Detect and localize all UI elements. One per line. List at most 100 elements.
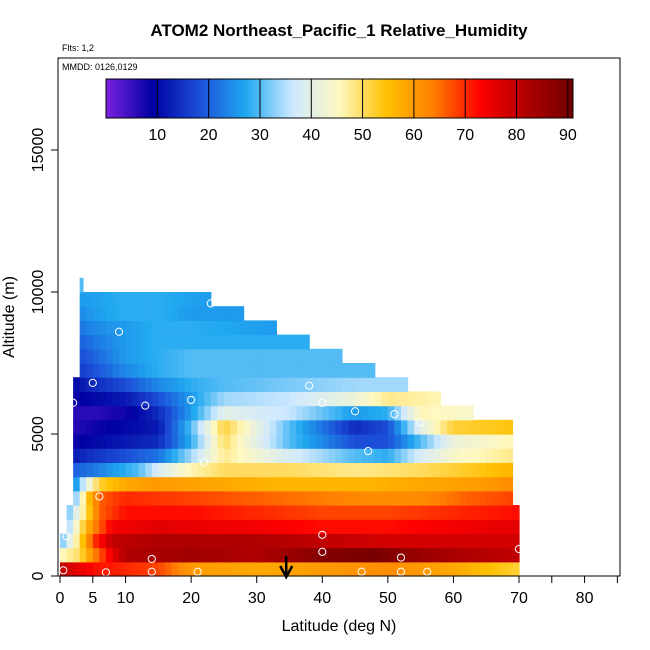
heatmap-cell: [210, 334, 218, 350]
heatmap-cell: [217, 334, 225, 350]
heatmap-cell: [361, 462, 369, 478]
heatmap-cell: [138, 391, 146, 407]
heatmap-cell: [433, 547, 441, 563]
heatmap-cell: [99, 505, 107, 520]
heatmap-cell: [355, 462, 363, 478]
heatmap-cell: [328, 377, 336, 392]
heatmap-cell: [197, 391, 205, 407]
heatmap-cell: [394, 391, 402, 407]
heatmap-cell: [105, 462, 114, 478]
heatmap-cell: [505, 476, 514, 492]
heatmap-cell: [92, 448, 100, 463]
heatmap-cell: [217, 448, 225, 463]
heatmap-cell: [315, 377, 323, 392]
heatmap-cell: [178, 348, 186, 364]
colorbar-segment: [305, 79, 309, 118]
arrow-down-icon: [279, 565, 294, 580]
heatmap-cell: [433, 533, 441, 549]
heatmap-cell: [99, 476, 107, 492]
heatmap-cell: [328, 490, 336, 506]
heatmap-cell: [466, 505, 474, 520]
heatmap-cell: [361, 476, 369, 492]
heatmap-cell: [282, 348, 291, 364]
observation-point: [350, 407, 360, 416]
heatmap-cell: [433, 490, 441, 506]
heatmap-cell: [79, 448, 87, 463]
heatmap-cell: [73, 391, 81, 407]
colorbar-segment: [417, 79, 421, 118]
heatmap-cell: [73, 519, 81, 534]
heatmap-cell: [132, 490, 140, 506]
heatmap-cell: [158, 519, 166, 534]
colorbar-segment: [303, 79, 307, 118]
heatmap-cell: [256, 462, 264, 478]
observation-point: [62, 532, 71, 541]
colorbar-segment: [474, 79, 478, 118]
heatmap-cell: [79, 391, 87, 407]
colorbar-segment: [204, 79, 208, 118]
heatmap-cell: [486, 505, 494, 520]
heatmap-cell: [204, 419, 212, 435]
colorbar-segment: [560, 79, 564, 118]
heatmap-cell: [86, 448, 94, 463]
heatmap-cell: [79, 377, 87, 392]
heatmap-cell: [112, 306, 120, 321]
x-tick-label: 60: [445, 590, 463, 607]
heatmap-cell: [204, 363, 212, 378]
heatmap-cell: [387, 377, 396, 392]
heatmap-cell: [263, 505, 271, 520]
heatmap-cell: [217, 505, 225, 520]
heatmap-cell: [512, 547, 520, 563]
colorbar-segment: [279, 79, 283, 118]
heatmap-cell: [341, 363, 350, 378]
heatmap-cell: [341, 490, 350, 506]
heatmap-cell: [505, 519, 514, 534]
heatmap-cell: [178, 505, 186, 520]
heatmap-cell: [309, 363, 317, 378]
heatmap-cell: [427, 434, 435, 449]
heatmap-cell: [184, 377, 192, 392]
colorbar-segment: [269, 79, 273, 118]
heatmap-cell: [269, 419, 277, 435]
heatmap-cell: [427, 419, 435, 435]
heatmap-cell: [381, 490, 389, 506]
heatmap-cell: [237, 519, 245, 534]
heatmap-cell: [112, 561, 120, 577]
heatmap-cell: [243, 519, 251, 534]
heatmap-cell: [158, 448, 166, 463]
heatmap-cell: [309, 419, 317, 435]
heatmap-cell: [282, 405, 291, 421]
heatmap-cell: [243, 320, 251, 336]
colorbar-segment: [570, 79, 574, 118]
heatmap-cell: [282, 363, 291, 378]
heatmap-cell: [243, 561, 251, 577]
colorbar-segment: [310, 79, 315, 118]
colorbar-segment: [292, 79, 296, 118]
heatmap-cell: [276, 377, 284, 392]
heatmap-cell: [289, 448, 297, 463]
heatmap-cell: [151, 391, 159, 407]
heatmap-cell: [86, 419, 94, 435]
heatmap-cell: [348, 419, 356, 435]
heatmap-cell: [158, 348, 166, 364]
colorbar-segment: [451, 79, 455, 118]
heatmap-cell: [79, 306, 87, 321]
colorbar-tick-label: 50: [354, 127, 372, 144]
colorbar-segment: [565, 79, 569, 118]
heatmap-cell: [230, 519, 238, 534]
heatmap-cell: [178, 519, 186, 534]
heatmap-cell: [79, 405, 87, 421]
heatmap-cell: [453, 519, 461, 534]
colorbar-segment: [261, 79, 265, 118]
colorbar-segment: [196, 79, 200, 118]
heatmap-cell: [486, 419, 494, 435]
heatmap-cell: [335, 405, 343, 421]
heatmap-cell: [197, 363, 205, 378]
heatmap-cell: [210, 533, 218, 549]
heatmap-cell: [158, 490, 166, 506]
heatmap-cell: [204, 505, 212, 520]
heatmap-cell: [322, 434, 330, 449]
heatmap-cell: [335, 476, 343, 492]
heatmap-cell: [341, 547, 350, 563]
heatmap-cell: [505, 462, 514, 478]
